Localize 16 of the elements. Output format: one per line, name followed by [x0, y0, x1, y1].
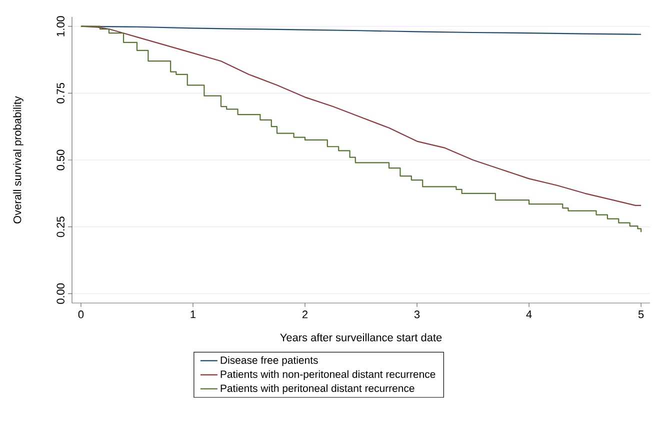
legend-label: Disease free patients — [220, 356, 318, 366]
x-tick-label: 5 — [638, 310, 644, 318]
x-tick-label: 1 — [190, 310, 196, 318]
x-tick-label: 2 — [302, 310, 308, 318]
y-tick-label: 1.00 — [56, 16, 64, 36]
y-tick-label: 0.25 — [56, 216, 64, 238]
legend-label: Patients with non-peritoneal distant recurrence — [220, 370, 436, 380]
y-tick-label: 0.50 — [56, 150, 64, 170]
x-tick-label: 0 — [78, 310, 84, 318]
x-axis-title: Years after surveillance start date — [280, 333, 442, 342]
x-tick-label: 4 — [526, 310, 532, 318]
x-tick-label: 3 — [414, 310, 420, 318]
y-tick-label: 0.75 — [56, 82, 64, 104]
legend-label: Patients with peritoneal distant recurrence — [220, 384, 414, 394]
y-tick-label: 0.00 — [56, 283, 64, 304]
y-axis-title: Overall survival probability — [13, 96, 24, 224]
